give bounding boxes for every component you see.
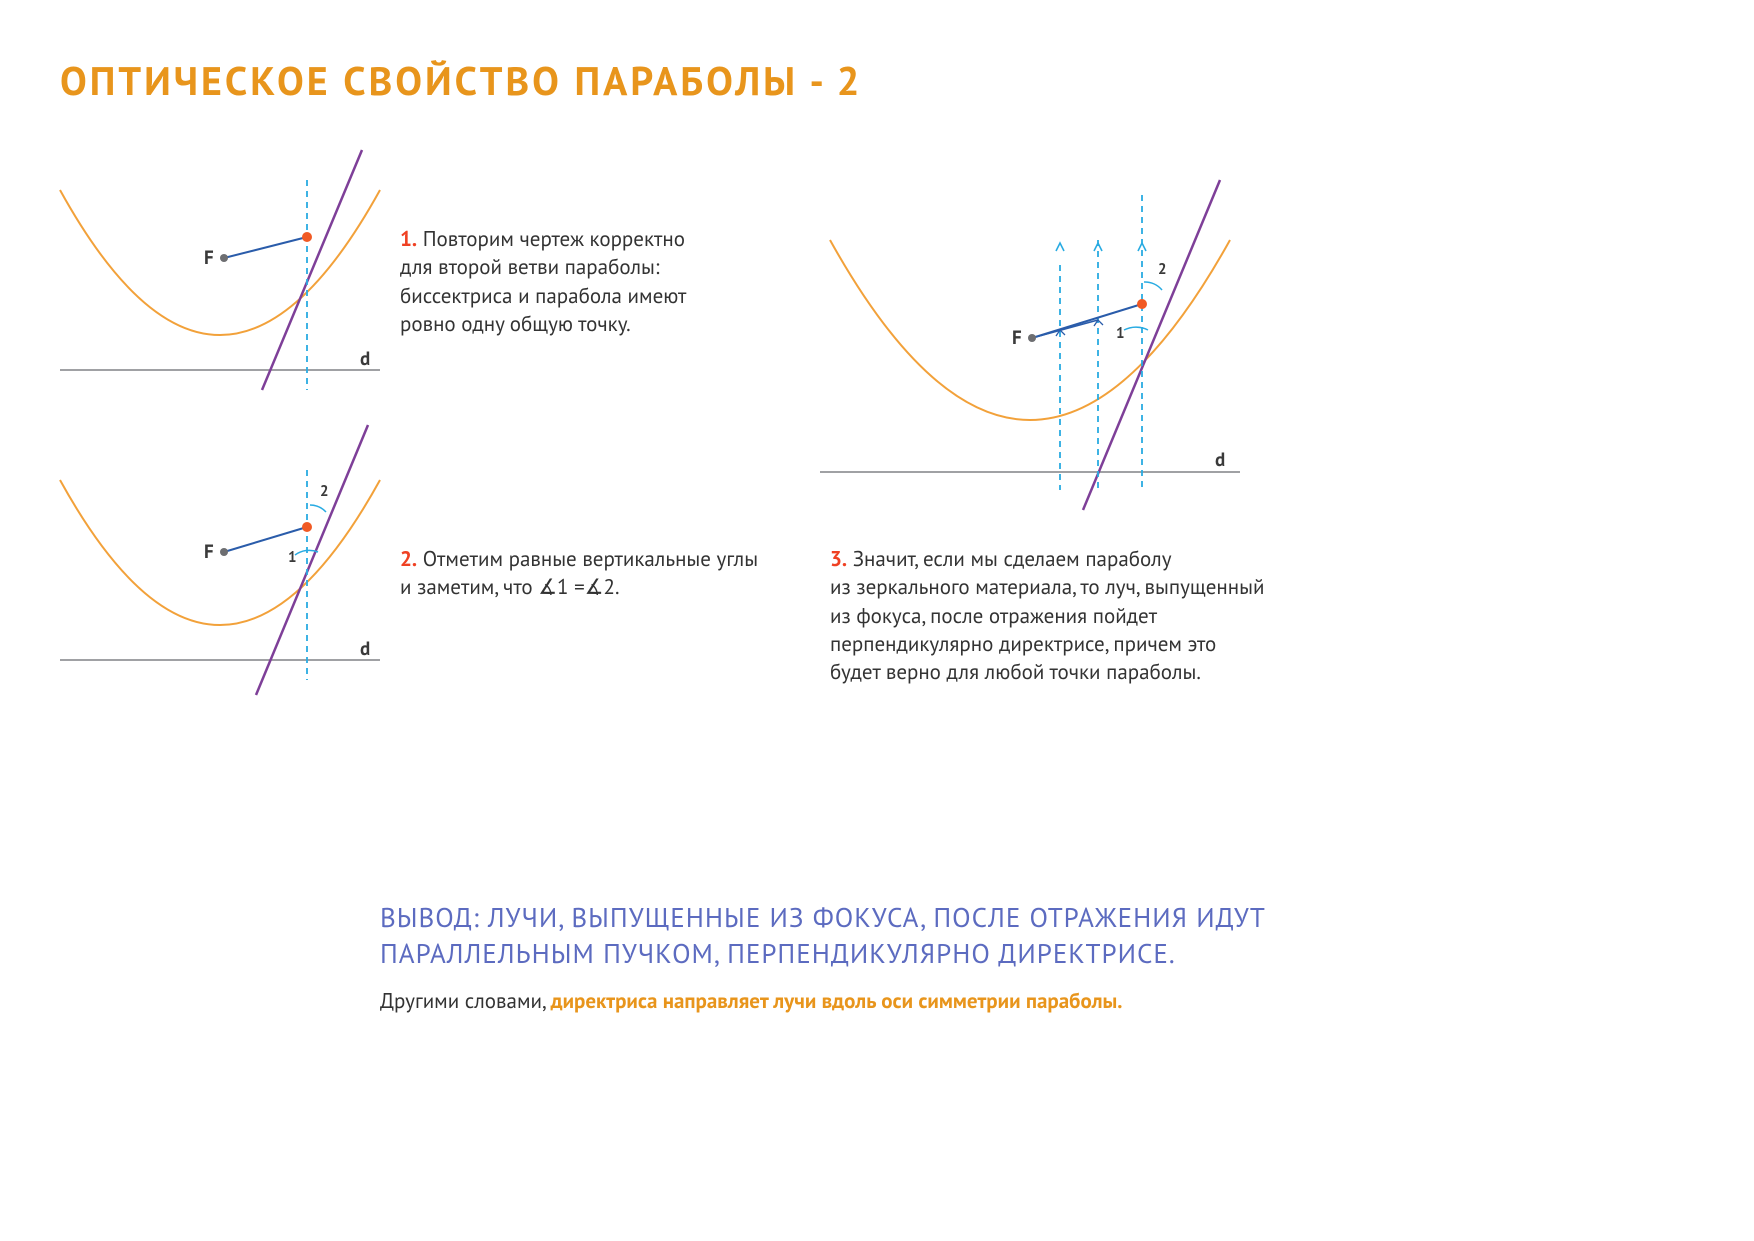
step-3-body: Значит, если мы сделаем параболу из зерк… [830,545,1264,685]
conclusion-sub-pre: Другими словами, [380,987,551,1014]
svg-text:1: 1 [1116,324,1125,343]
step-3-num: 3. [830,545,847,572]
svg-text:d: d [360,347,370,371]
step-3-text: 3. Значит, если мы сделаем параболу из з… [830,545,1270,687]
step-2-num: 2. [400,545,417,572]
conclusion-sub: Другими словами, директриса направляет л… [380,987,1480,1014]
svg-text:1: 1 [288,548,297,567]
svg-text:F: F [204,246,214,270]
svg-text:2: 2 [1158,260,1167,279]
conclusion-sub-highlight: директриса направляет лучи вдоль оси сим… [551,987,1123,1014]
conclusion-block: ВЫВОД: ЛУЧИ, ВЫПУЩЕННЫЕ ИЗ ФОКУСА, ПОСЛЕ… [380,900,1480,1014]
conclusion-main: ВЫВОД: ЛУЧИ, ВЫПУЩЕННЫЕ ИЗ ФОКУСА, ПОСЛЕ… [380,900,1480,973]
step-2-text: 2. Отметим равные вертикальные углы и за… [400,545,780,602]
step-1-text: 1. Повторим чертеж корректно для второй … [400,225,730,338]
svg-text:2: 2 [320,482,329,501]
page-title: ОПТИЧЕСКОЕ СВОЙСТВО ПАРАБОЛЫ - 2 [60,55,862,107]
step-1-body: Повторим чертеж корректно для второй вет… [400,225,686,337]
svg-text:F: F [1012,326,1022,350]
diagram-3: 1 2 Fd [820,210,1240,510]
step-1-num: 1. [400,225,417,252]
svg-text:d: d [360,637,370,661]
svg-text:d: d [1215,448,1225,472]
diagram-2: 1 2 Fd [60,450,380,690]
svg-text:F: F [204,540,214,564]
diagram-1: Fd [60,160,380,400]
page-title-text: ОПТИЧЕСКОЕ СВОЙСТВО ПАРАБОЛЫ - 2 [60,55,862,107]
step-2-body: Отметим равные вертикальные углы и замет… [400,545,758,600]
